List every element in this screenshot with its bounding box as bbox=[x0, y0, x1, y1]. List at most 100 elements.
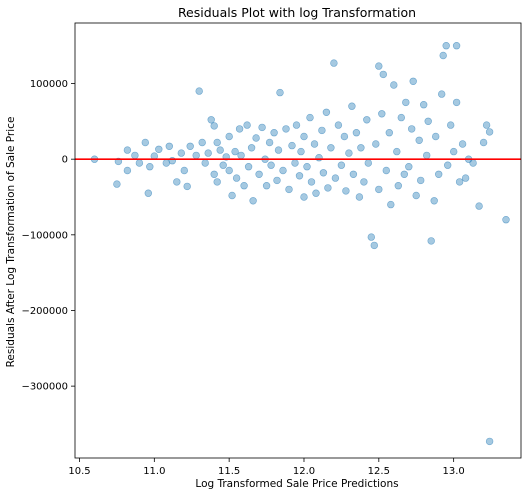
x-tick-label: 11.0 bbox=[143, 466, 165, 477]
scatter-point bbox=[252, 134, 260, 142]
scatter-point bbox=[331, 174, 340, 182]
scatter-point bbox=[319, 169, 328, 177]
y-tick-label: −200000 bbox=[21, 306, 68, 317]
scatter-point bbox=[337, 161, 346, 169]
scatter-point bbox=[502, 216, 510, 224]
scatter-point bbox=[300, 193, 308, 201]
scatter-point bbox=[183, 182, 191, 191]
scatter-point bbox=[240, 182, 248, 190]
scatter-point bbox=[435, 170, 443, 179]
scatter-point bbox=[427, 237, 435, 245]
scatter-point bbox=[430, 197, 438, 205]
scatter-point bbox=[279, 166, 287, 175]
scatter-point bbox=[195, 87, 203, 95]
scatter-point bbox=[225, 166, 233, 175]
scatter-point bbox=[345, 149, 353, 157]
scatter-point bbox=[318, 126, 326, 135]
scatter-point bbox=[312, 189, 320, 197]
scatter-point bbox=[360, 178, 368, 186]
scatter-point bbox=[210, 170, 218, 179]
scatter-point bbox=[306, 113, 314, 122]
scatter-point bbox=[439, 51, 447, 60]
scatter-point bbox=[303, 163, 311, 171]
scatter-point bbox=[123, 146, 132, 154]
scatter-point bbox=[258, 123, 266, 132]
scatter-point bbox=[198, 138, 206, 147]
scatter-point bbox=[482, 121, 491, 129]
scatter-point bbox=[452, 41, 461, 50]
scatter-point bbox=[452, 98, 461, 107]
scatter-point bbox=[390, 81, 398, 89]
scatter-point bbox=[291, 159, 299, 167]
scatter-point bbox=[348, 102, 356, 110]
chart-title: Residuals Plot with log Transformation bbox=[178, 5, 416, 20]
y-tick-label: −300000 bbox=[21, 382, 68, 393]
scatter-point bbox=[192, 151, 200, 160]
scatter-point bbox=[285, 185, 293, 194]
scatter-point bbox=[400, 170, 408, 179]
scatter-point bbox=[340, 132, 349, 141]
scatter-point bbox=[423, 151, 431, 160]
scatter-point bbox=[412, 191, 420, 200]
scatter-point bbox=[249, 197, 257, 205]
scatter-point bbox=[438, 90, 446, 98]
x-axis-label: Log Transformed Sale Price Predictions bbox=[195, 478, 398, 490]
x-tick-label: 13.0 bbox=[443, 466, 465, 477]
y-axis-label: Residuals After Log Transformation of Sa… bbox=[5, 117, 17, 368]
scatter-point bbox=[394, 182, 402, 190]
scatter-point bbox=[204, 149, 212, 157]
x-tick-label: 12.5 bbox=[368, 466, 390, 477]
scatter-point bbox=[274, 146, 283, 154]
data-points-layer bbox=[90, 41, 510, 446]
scatter-point bbox=[276, 88, 284, 97]
scatter-point bbox=[355, 193, 364, 201]
scatter-point bbox=[315, 154, 323, 162]
scatter-point bbox=[393, 147, 401, 156]
scatter-point bbox=[228, 191, 236, 200]
x-tick-label: 11.5 bbox=[218, 466, 240, 477]
scatter-point bbox=[447, 121, 455, 129]
scatter-point bbox=[420, 100, 428, 109]
scatter-point bbox=[144, 189, 153, 197]
scatter-point bbox=[461, 174, 470, 182]
scatter-point bbox=[237, 151, 245, 160]
scatter-point bbox=[485, 437, 494, 446]
scatter-point bbox=[295, 172, 304, 180]
scatter-point bbox=[113, 180, 121, 188]
scatter-point bbox=[146, 163, 154, 171]
scatter-point bbox=[273, 176, 281, 185]
scatter-point bbox=[402, 98, 410, 107]
scatter-point bbox=[405, 163, 413, 171]
scatter-point bbox=[378, 110, 386, 118]
scatter-point bbox=[382, 166, 390, 175]
scatter-point bbox=[165, 142, 174, 151]
scatter-point bbox=[219, 161, 227, 169]
scatter-point bbox=[135, 159, 144, 167]
scatter-point bbox=[408, 125, 416, 133]
scatter-point bbox=[288, 141, 296, 150]
scatter-point bbox=[300, 132, 308, 141]
scatter-point bbox=[213, 138, 221, 147]
scatter-point bbox=[201, 159, 209, 167]
scatter-point bbox=[367, 233, 375, 241]
scatter-point bbox=[141, 138, 150, 147]
scatter-point bbox=[210, 122, 218, 130]
scatter-point bbox=[352, 129, 361, 137]
scatter-point bbox=[432, 132, 440, 141]
scatter-point bbox=[415, 136, 423, 145]
scatter-point bbox=[370, 241, 378, 250]
scatter-point bbox=[131, 151, 139, 160]
plot-frame bbox=[74, 22, 522, 459]
scatter-point bbox=[444, 161, 452, 169]
scatter-point bbox=[244, 163, 253, 171]
scatter-point bbox=[455, 178, 464, 186]
scatter-point bbox=[267, 161, 275, 169]
scatter-point bbox=[475, 202, 483, 210]
scatter-point bbox=[265, 138, 274, 147]
scatter-point bbox=[155, 145, 163, 154]
scatter-point bbox=[207, 116, 215, 124]
x-tick-label: 10.5 bbox=[68, 466, 90, 477]
scatter-point bbox=[387, 200, 395, 209]
